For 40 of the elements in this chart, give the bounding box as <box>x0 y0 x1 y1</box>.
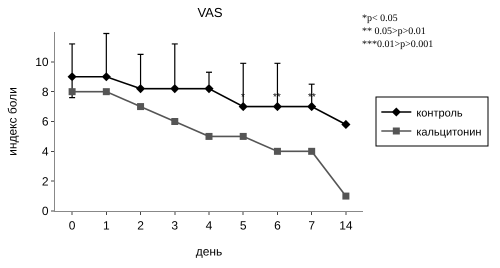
x-tick-label: 6 <box>274 218 282 232</box>
point <box>274 148 281 155</box>
y-tick-label: 10 <box>35 55 49 70</box>
point <box>136 84 146 94</box>
y-tick-label: 8 <box>42 84 49 99</box>
x-tick-label: 1 <box>102 218 110 232</box>
y-tick-label: 4 <box>42 144 49 159</box>
point <box>68 72 77 82</box>
annotation: ** <box>308 92 316 103</box>
point <box>102 88 110 96</box>
point <box>341 120 350 130</box>
x-axis-title: день <box>196 244 222 258</box>
annotation: *p< 0.05 ** 0.05>p>0.01 ***0.01>p>0.001 <box>362 13 434 50</box>
point <box>342 192 350 200</box>
x-tick-label: 2 <box>137 218 144 232</box>
x-tick-label: 0 <box>68 218 76 232</box>
point <box>238 102 248 112</box>
legend-label: кальцитонин <box>416 126 482 138</box>
point <box>102 72 111 82</box>
point <box>272 102 282 112</box>
point <box>308 148 316 155</box>
x-tick-label: 14 <box>339 218 353 232</box>
x-tick-label: 7 <box>308 218 316 232</box>
point <box>206 132 212 140</box>
point <box>240 132 247 140</box>
chart-title: VAS <box>197 5 223 20</box>
point <box>137 103 144 110</box>
point <box>68 88 76 96</box>
y-tick-label: 6 <box>42 114 49 129</box>
legend-label: контроль <box>416 107 463 120</box>
x-tick-label: 4 <box>206 218 213 232</box>
y-tick-label: 2 <box>42 174 49 188</box>
point <box>204 84 214 94</box>
x-tick-label: 5 <box>240 218 247 232</box>
y-axis-title: индекс боли <box>6 87 20 156</box>
point <box>307 102 316 112</box>
point <box>170 84 180 94</box>
x-tick-label: 3 <box>171 218 178 232</box>
point <box>171 118 178 125</box>
y-tick-label: 0 <box>42 204 49 218</box>
